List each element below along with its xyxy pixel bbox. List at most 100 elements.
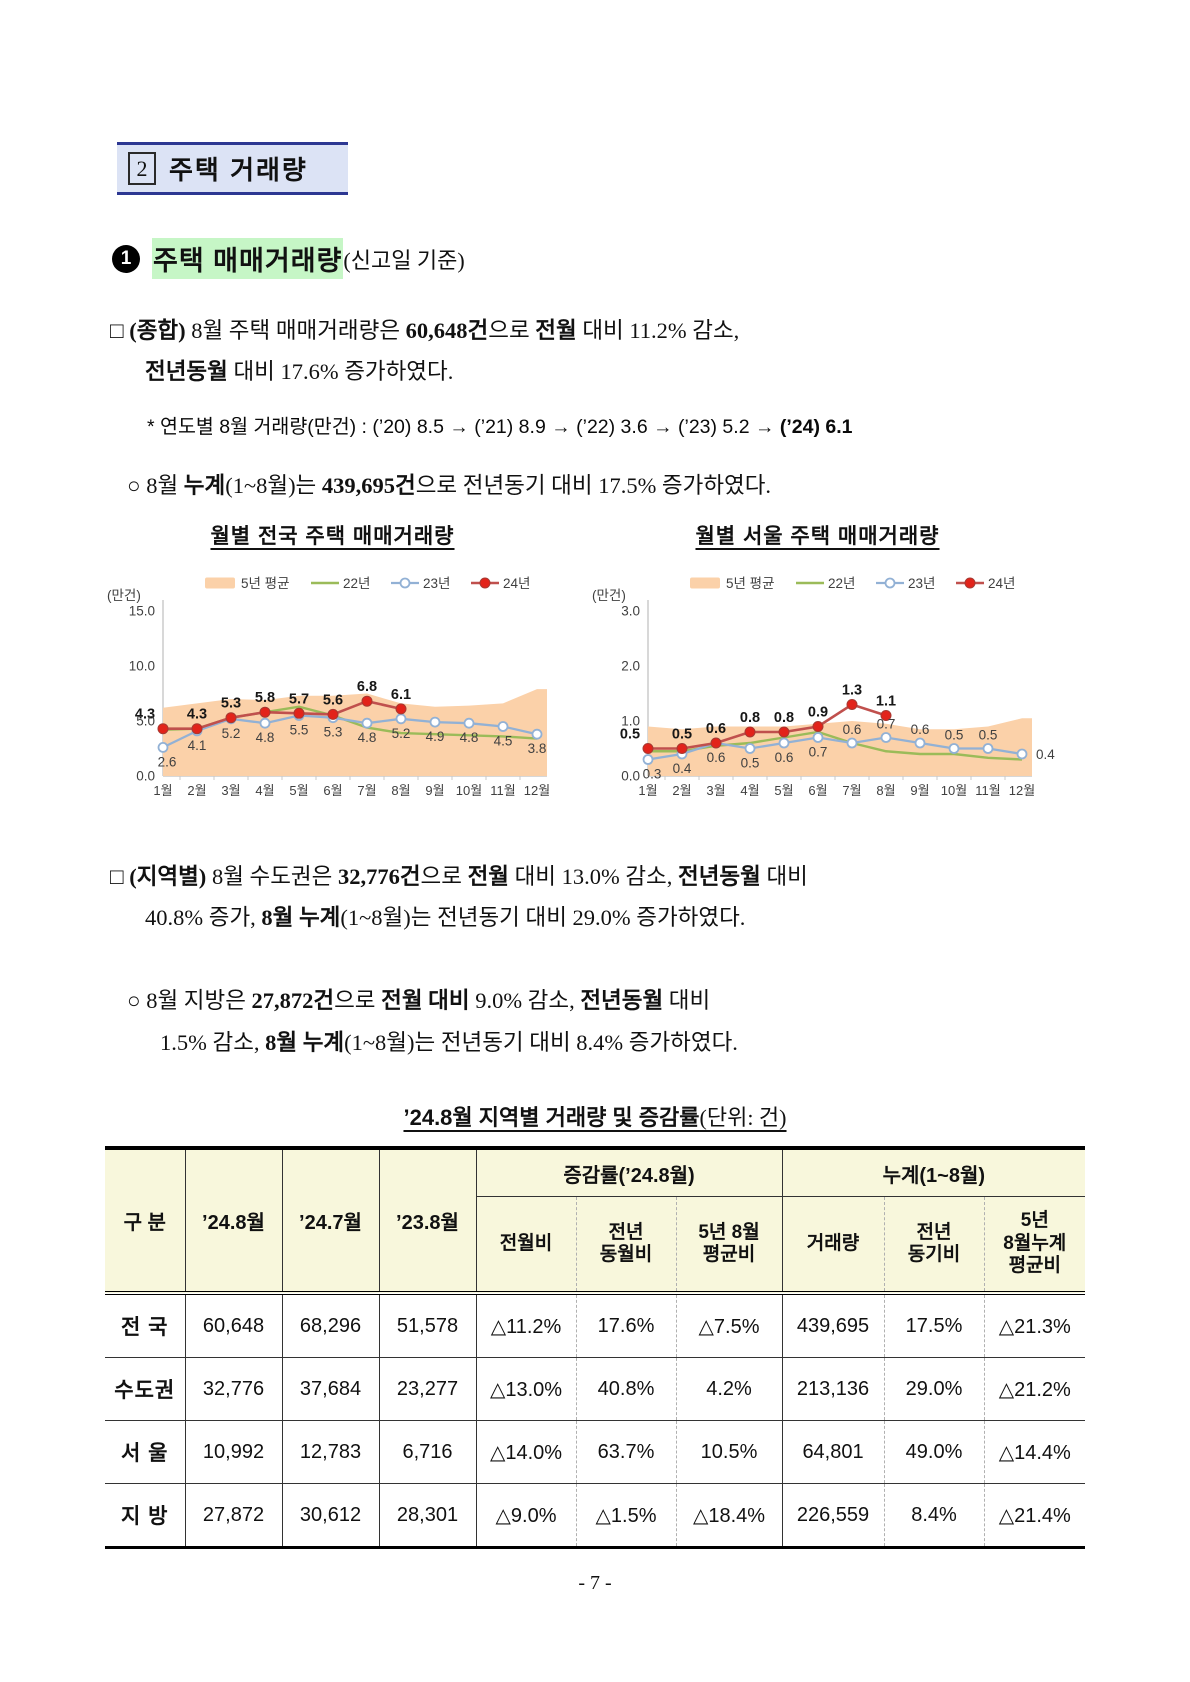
text-segment: 으로: [420, 864, 468, 889]
text-segment: 누계: [183, 473, 226, 498]
legend-label-24: 24년: [503, 576, 530, 591]
data-label-24: 5.6: [323, 692, 343, 708]
text-segment: 으로 전년동기 대비 17.5% 증가하였다.: [415, 473, 772, 498]
text-segment: (단위: 건): [699, 1105, 787, 1130]
text-segment: ○ 8월: [127, 473, 184, 498]
x-tick-label: 6월: [808, 783, 827, 798]
data-label-24: 5.8: [255, 690, 275, 706]
table-cell: △7.5%: [676, 1291, 783, 1358]
x-tick-label: 12월: [1009, 783, 1035, 798]
x-tick-label: 8월: [876, 783, 895, 798]
table-row-label: 전 국: [105, 1291, 186, 1358]
marker-24: [778, 726, 790, 738]
paragraph-line: □ (지역별) 8월 수도권은 32,776건으로 전월 대비 13.0% 감소…: [110, 856, 808, 897]
table-cell: △21.4%: [984, 1483, 1086, 1548]
table-cell: △11.2%: [476, 1291, 577, 1358]
data-label-24: 0.5: [620, 727, 640, 743]
line-22: [648, 730, 1023, 761]
legend-label-5yr: 5년 평균: [241, 576, 290, 591]
column-subheader: 5년 8월누계 평균비: [984, 1196, 1086, 1293]
y-tick-label: 5.0: [136, 714, 155, 729]
table-cell: △18.4%: [676, 1483, 783, 1548]
table-cell: △1.5%: [576, 1483, 677, 1548]
table-subheader-row: 전월비 전년 동월비 5년 8월 평균비 거래량 전년 동기비 5년 8월누계 평균비: [105, 1196, 1086, 1293]
table-cell: 4.2%: [676, 1357, 783, 1421]
text-segment: (1~8월)는: [225, 473, 322, 498]
x-tick-label: 10월: [456, 783, 482, 798]
text-segment: 32,776건: [337, 864, 421, 889]
text-segment: (종합): [129, 318, 186, 343]
marker-24: [710, 737, 722, 749]
y-tick-label: 2.0: [621, 659, 640, 674]
data-label-23: 2.6: [158, 754, 177, 769]
data-label-23: 0.5: [741, 756, 760, 771]
paragraph-line: 40.8% 증가, 8월 누계(1~8월)는 전년동기 대비 29.0% 증가하…: [145, 897, 808, 938]
text-segment: (지역별): [129, 864, 207, 889]
x-tick-label: 10월: [941, 783, 967, 798]
table-cell: 12,783: [282, 1420, 380, 1484]
table-cell: 64,801: [782, 1420, 885, 1484]
marker-24: [642, 743, 654, 754]
paragraph-cumulative: ○ 8월 누계(1~8월)는 439,695건으로 전년동기 대비 17.5% …: [127, 465, 771, 506]
data-label-24: 5.3: [221, 696, 241, 712]
column-subheader: 전년 동기비: [884, 1196, 985, 1293]
table-row-label: 수도권: [105, 1357, 186, 1421]
data-label-24: 6.8: [357, 679, 377, 695]
paragraph-line: ○ 8월 지방은 27,872건으로 전월 대비 9.0% 감소, 전년동월 대…: [127, 980, 738, 1022]
table-cell: 37,684: [282, 1357, 380, 1421]
data-label-24: 5.7: [289, 691, 309, 707]
data-label-23: 0.6: [707, 750, 726, 765]
marker-24: [191, 723, 203, 735]
text-segment: (1~8월)는 전년동기 대비 8.4% 증가하였다.: [344, 1030, 738, 1055]
x-tick-label: 4월: [255, 783, 274, 798]
data-label-23: 0.4: [673, 761, 692, 776]
table-cell: △13.0%: [476, 1357, 577, 1421]
data-label-23: 5.3: [324, 725, 343, 740]
chart-national-svg: 2.6 4.1 5.2 4.8 5.5 5.3 4.8 5.2 4.9 4.8 4.5 3.8 4.3 4…: [107, 576, 550, 798]
data-label-23: 0.7: [809, 745, 828, 760]
x-tick-label: 9월: [910, 783, 929, 798]
chart-national: 월별 전국 주택 매매거래량 2.6 4.1 5.2 4.8 5.5 5.3 4.8 5.2 4…: [85, 520, 580, 811]
table-cell: 439,695: [782, 1291, 885, 1358]
table-cell: 51,578: [379, 1291, 477, 1358]
table-cell: 28,301: [379, 1483, 477, 1548]
x-tick-label: 3월: [706, 783, 725, 798]
marker-24: [880, 710, 892, 721]
line-24: [163, 699, 402, 730]
text-segment: 전월: [467, 864, 509, 889]
section-title: 주택 거래량: [169, 155, 308, 185]
text-segment: 전년동월: [580, 988, 664, 1013]
text-segment: 대비 11.2% 감소,: [576, 318, 740, 343]
text-segment: 8월 누계: [261, 905, 341, 930]
data-label-24: 0.9: [808, 705, 828, 721]
table-row-label: 지 방: [105, 1483, 186, 1548]
footnote-yearly-volumes: * 연도별 8월 거래량(만건) : (’20) 8.5 → (’21) 8.9…: [147, 410, 853, 439]
table-cell: 213,136: [782, 1357, 885, 1421]
legend-label-5yr: 5년 평균: [726, 576, 775, 591]
column-subheader: 거래량: [782, 1196, 885, 1293]
paragraph-local: ○ 8월 지방은 27,872건으로 전월 대비 9.0% 감소, 전년동월 대…: [127, 980, 738, 1064]
data-label-23: 4.8: [460, 730, 479, 745]
x-tick-label: 1월: [153, 783, 172, 798]
legend-marker-23: [399, 577, 411, 589]
paragraph-overall: □ (종합) 8월 주택 매매거래량은 60,648건으로 전월 대비 11.2…: [110, 310, 739, 392]
data-label-23: 5.2: [392, 726, 411, 741]
column-header-month: ’24.8월: [185, 1148, 283, 1293]
y-tick-label: 1.0: [621, 714, 640, 729]
table-cell: 68,296: [282, 1291, 380, 1358]
data-label-23: 4.5: [494, 734, 513, 749]
data-label-23: 4.8: [358, 730, 377, 745]
data-label-23: 3.8: [528, 741, 547, 756]
x-tick-label: 5월: [289, 783, 308, 798]
marker-24: [676, 743, 688, 754]
data-label-23: 0.5: [979, 728, 998, 743]
data-label-23: 0.3: [643, 767, 662, 782]
table-cell: 17.6%: [576, 1291, 677, 1358]
table-cell: 63.7%: [576, 1420, 677, 1484]
group-header-cumulative: 누계(1~8월): [782, 1148, 1086, 1197]
page-number: - 7 -: [578, 1572, 612, 1594]
chart-title-seoul: 월별 서울 주택 매매거래량: [695, 525, 940, 548]
text-segment: 1.5% 감소,: [160, 1030, 266, 1055]
chart-seoul-svg: 0.3 0.4 0.6 0.5 0.6 0.7 0.6 0.7 0.6 0.5 0.5 0.4 0.5 0…: [592, 576, 1055, 798]
